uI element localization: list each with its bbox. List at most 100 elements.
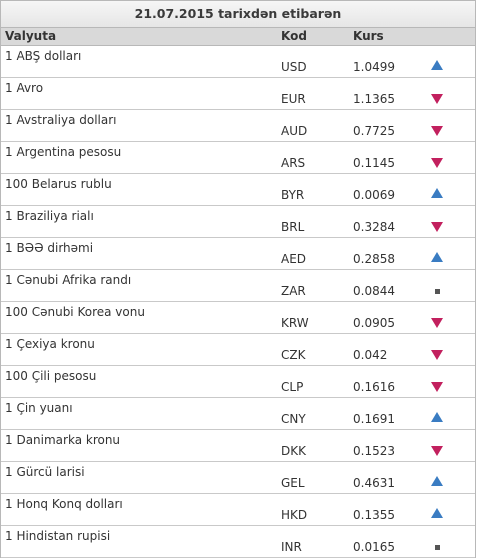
table-row: 1 Hindistan rupisi INR 0.0165 (1, 526, 475, 558)
currency-rate: 0.3284 (353, 220, 395, 234)
currency-rate: 1.1365 (353, 92, 395, 106)
currency-name: 1 Gürcü larisi (5, 465, 85, 479)
currency-rate: 0.0905 (353, 316, 395, 330)
square-dot-icon (435, 289, 440, 294)
triangle-up-icon (431, 412, 443, 422)
trend-cell (431, 238, 475, 269)
currency-name: 1 Avro (5, 81, 44, 95)
triangle-down-icon (431, 446, 443, 456)
currency-name: 1 Braziliya rialı (5, 209, 94, 223)
trend-cell (431, 462, 475, 493)
table-row: 1 Danimarka kronu DKK 0.1523 (1, 430, 475, 462)
triangle-up-icon (431, 60, 443, 70)
currency-code: CNY (281, 412, 306, 426)
currency-rate: 0.1691 (353, 412, 395, 426)
trend-cell (431, 270, 475, 301)
currency-name: 1 Avstraliya dolları (5, 113, 117, 127)
currency-name: 100 Cənubi Korea vonu (5, 305, 145, 319)
currency-rate: 0.1355 (353, 508, 395, 522)
header-currency: Valyuta (5, 29, 57, 43)
table-body: 1 ABŞ dolları USD 1.0499 1 Avro EUR 1.1365 1 A… (1, 46, 475, 558)
square-dot-icon (435, 545, 440, 550)
trend-cell (431, 206, 475, 237)
triangle-up-icon (431, 188, 443, 198)
currency-code: ZAR (281, 284, 306, 298)
currency-code: CZK (281, 348, 306, 362)
trend-cell (431, 366, 475, 397)
currency-rate: 0.0069 (353, 188, 395, 202)
table-row: 1 ABŞ dolları USD 1.0499 (1, 46, 475, 78)
triangle-down-icon (431, 382, 443, 392)
currency-rate: 0.1523 (353, 444, 395, 458)
currency-name: 1 Çin yuanı (5, 401, 73, 415)
trend-cell (431, 46, 475, 77)
table-row: 1 Çexiya kronu CZK 0.042 (1, 334, 475, 366)
triangle-up-icon (431, 476, 443, 486)
currency-rate: 0.0165 (353, 540, 395, 554)
triangle-up-icon (431, 508, 443, 518)
currency-code: EUR (281, 92, 306, 106)
table-row: 1 Avro EUR 1.1365 (1, 78, 475, 110)
currency-code: HKD (281, 508, 308, 522)
trend-cell (431, 494, 475, 525)
currency-name: 100 Belarus rublu (5, 177, 112, 191)
trend-cell (431, 430, 475, 461)
currency-rate: 1.0499 (353, 60, 395, 74)
currency-name: 1 Hindistan rupisi (5, 529, 111, 543)
trend-cell (431, 78, 475, 109)
currency-name: 1 ABŞ dolları (5, 49, 82, 63)
triangle-down-icon (431, 94, 443, 104)
currency-code: CLP (281, 380, 304, 394)
currency-code: BYR (281, 188, 305, 202)
triangle-down-icon (431, 126, 443, 136)
currency-code: USD (281, 60, 307, 74)
table-row: 100 Belarus rublu BYR 0.0069 (1, 174, 475, 206)
triangle-down-icon (431, 350, 443, 360)
triangle-down-icon (431, 222, 443, 232)
table-row: 1 Avstraliya dolları AUD 0.7725 (1, 110, 475, 142)
currency-code: AUD (281, 124, 308, 138)
currency-name: 1 Çexiya kronu (5, 337, 95, 351)
table-row: 1 Çin yuanı CNY 0.1691 (1, 398, 475, 430)
table-row: 1 Argentina pesosu ARS 0.1145 (1, 142, 475, 174)
currency-code: AED (281, 252, 307, 266)
currency-name: 1 Danimarka kronu (5, 433, 121, 447)
currency-code: ARS (281, 156, 306, 170)
triangle-down-icon (431, 318, 443, 328)
currency-name: 100 Çili pesosu (5, 369, 97, 383)
triangle-up-icon (431, 252, 443, 262)
currency-rate: 0.2858 (353, 252, 395, 266)
header-trend (431, 28, 475, 45)
trend-cell (431, 398, 475, 429)
table-header: Valyuta Kod Kurs (1, 27, 475, 46)
currency-code: GEL (281, 476, 305, 490)
table-row: 1 Braziliya rialı BRL 0.3284 (1, 206, 475, 238)
currency-name: 1 Argentina pesosu (5, 145, 122, 159)
trend-cell (431, 110, 475, 141)
table-row: 100 Cənubi Korea vonu KRW 0.0905 (1, 302, 475, 334)
trend-cell (431, 334, 475, 365)
trend-cell (431, 142, 475, 173)
table-row: 100 Çili pesosu CLP 0.1616 (1, 366, 475, 398)
currency-name: 1 BƏƏ dirhəmi (5, 241, 94, 255)
table-row: 1 BƏƏ dirhəmi AED 0.2858 (1, 238, 475, 270)
header-code: Kod (281, 29, 307, 43)
currency-name: 1 Cənubi Afrika randı (5, 273, 132, 287)
triangle-down-icon (431, 158, 443, 168)
trend-cell (431, 174, 475, 205)
currency-rate: 0.7725 (353, 124, 395, 138)
trend-cell (431, 526, 475, 557)
table-title: 21.07.2015 tarixdən etibarən (1, 0, 475, 27)
table-row: 1 Honq Konq dolları HKD 0.1355 (1, 494, 475, 526)
currency-name: 1 Honq Konq dolları (5, 497, 123, 511)
table-row: 1 Cənubi Afrika randı ZAR 0.0844 (1, 270, 475, 302)
currency-rate: 0.1145 (353, 156, 395, 170)
currency-code: KRW (281, 316, 309, 330)
currency-rate: 0.4631 (353, 476, 395, 490)
header-rate: Kurs (353, 29, 384, 43)
currency-code: DKK (281, 444, 306, 458)
currency-code: BRL (281, 220, 305, 234)
currency-rate: 0.042 (353, 348, 388, 362)
currency-rate: 0.1616 (353, 380, 395, 394)
